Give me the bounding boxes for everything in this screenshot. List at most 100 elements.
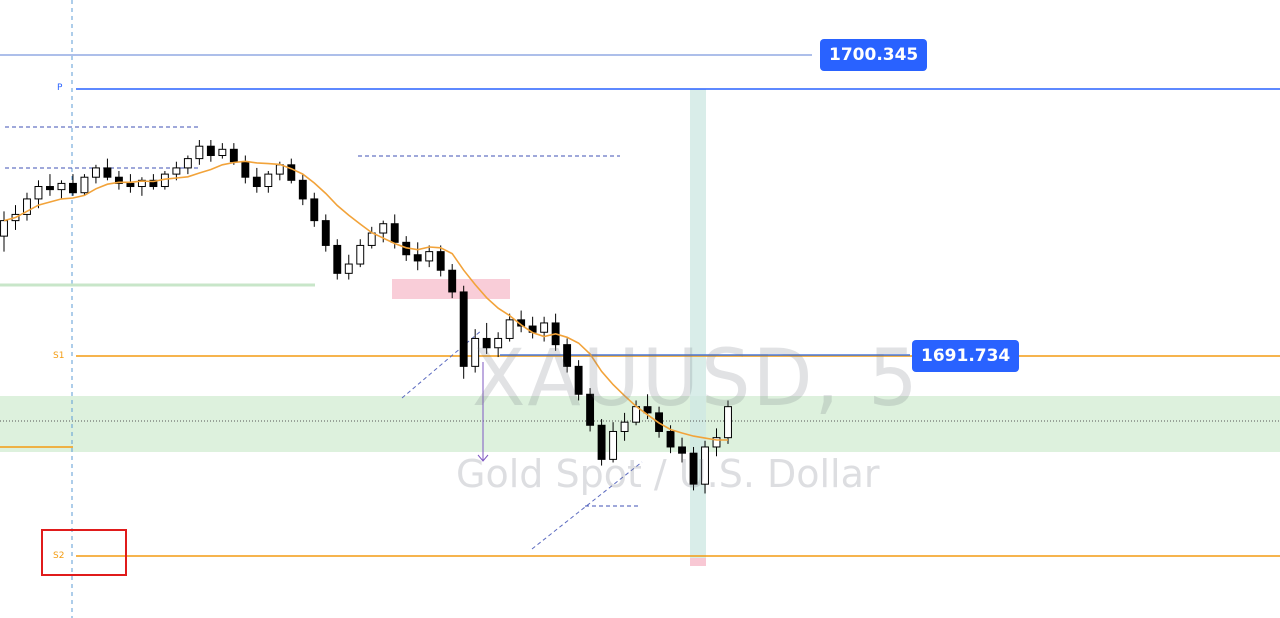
candle: [183, 155, 192, 175]
candle-body-up: [23, 198, 31, 215]
candle-body-up: [540, 322, 549, 333]
watermark-description: Gold Spot / U.S. Dollar: [456, 452, 880, 496]
candle: [46, 174, 54, 196]
candle-body-down: [241, 161, 250, 178]
candle-body-down: [597, 424, 606, 460]
candle: [137, 177, 146, 196]
candle: [126, 174, 135, 193]
candle: [298, 174, 307, 206]
candle-body-down: [574, 365, 583, 395]
price-badge-upper[interactable]: 1700.345: [820, 39, 928, 71]
candle: [471, 329, 480, 373]
candle-body-down: [643, 406, 652, 414]
candle-body-down: [678, 446, 686, 454]
candle: [724, 400, 732, 444]
watermark-symbol: XAUUSD, 5: [472, 334, 920, 424]
pivot-label-s1: S1: [53, 351, 65, 361]
candle-body-down: [459, 291, 468, 367]
candle-body-up: [724, 406, 732, 439]
candle: [80, 174, 89, 196]
candle-body-down: [436, 251, 445, 271]
pivot-label-p: P: [57, 83, 63, 93]
candle-body-down: [321, 220, 330, 246]
candle: [425, 245, 434, 268]
candle: [91, 164, 100, 184]
candle: [57, 180, 66, 199]
measure-arrow-head: [477, 454, 489, 462]
candle: [678, 437, 686, 463]
candle-body-down: [206, 145, 215, 157]
candle: [482, 322, 491, 354]
candle: [252, 167, 261, 193]
candle-body-down: [390, 223, 399, 243]
demand-zone: [0, 396, 1280, 452]
candle-body-up: [344, 263, 353, 274]
candle: [505, 313, 514, 342]
candle: [333, 239, 342, 280]
candle-body-down: [252, 176, 261, 188]
candle-body-down: [586, 393, 595, 426]
candle: [206, 140, 215, 162]
candle: [413, 242, 422, 271]
candle: [114, 171, 123, 190]
candle: [436, 245, 445, 277]
candle: [287, 158, 296, 184]
candle: [620, 412, 629, 441]
candle: [459, 285, 468, 379]
candle-body-up: [80, 176, 89, 194]
candle: [448, 264, 457, 299]
candle: [540, 316, 549, 342]
vertical-highlight-base: [690, 558, 706, 566]
candle-body-up: [264, 173, 273, 188]
candle-body-down: [448, 269, 457, 293]
candle-body-up: [620, 421, 629, 432]
candle-body-down: [114, 176, 123, 184]
trend-line-2: [531, 461, 643, 550]
moving-average-line: [3, 160, 728, 441]
candle: [69, 174, 77, 196]
candle: [356, 239, 365, 268]
vertical-highlight: [690, 89, 706, 561]
candle-body-down: [482, 337, 491, 349]
candle: [321, 214, 330, 252]
s2-marker-box: [41, 529, 127, 576]
price-badge-middle[interactable]: 1691.734: [912, 340, 1020, 372]
candle-body-down: [287, 164, 296, 181]
candle-body-down: [689, 452, 698, 485]
candle-body-up: [471, 337, 480, 367]
candle-body-down: [103, 167, 112, 178]
candle-body-down: [69, 182, 77, 194]
candle-body-up: [57, 182, 66, 191]
candle-body-up: [275, 164, 284, 175]
candle: [701, 440, 709, 494]
candle-body-up: [379, 223, 388, 234]
candle-body-up: [183, 158, 192, 169]
candle-body-up: [712, 437, 721, 448]
candle: [597, 419, 606, 466]
candle-body-down: [229, 148, 238, 163]
candle-body-up: [494, 337, 503, 349]
candle-body-down: [46, 186, 54, 191]
candle-body-up: [195, 145, 204, 160]
candle: [310, 192, 319, 227]
candle: [517, 310, 526, 333]
candle: [712, 428, 721, 457]
candle-body-down: [563, 344, 572, 367]
candle: [264, 171, 273, 193]
candle-body-up: [0, 220, 8, 237]
candle-body-up: [505, 319, 514, 339]
candle: [574, 360, 583, 401]
pivot-label-s2: S2: [53, 551, 65, 561]
candle-body-up: [218, 148, 227, 157]
candle: [586, 388, 595, 432]
candle-body-up: [367, 232, 376, 246]
candle: [241, 155, 250, 184]
candle: [23, 192, 31, 221]
candle-body-down: [126, 182, 135, 188]
candle: [344, 254, 353, 280]
candle-body-up: [701, 446, 709, 485]
background-layer: [0, 89, 1280, 566]
candle-body-down: [666, 430, 675, 448]
